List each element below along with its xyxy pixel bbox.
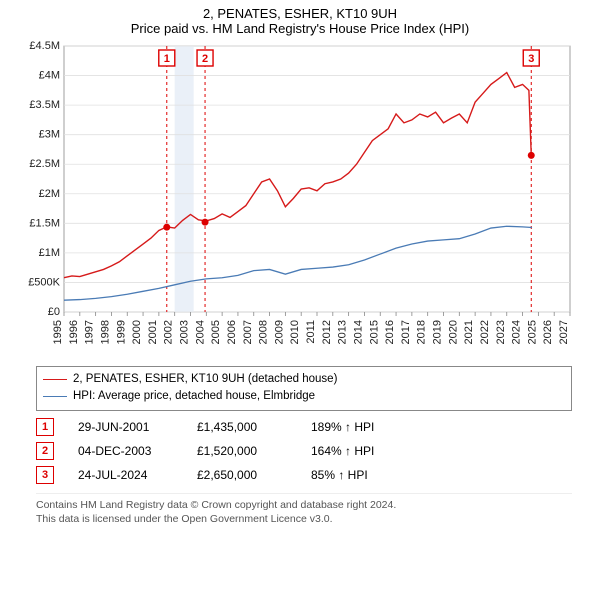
svg-text:1996: 1996 bbox=[68, 320, 80, 344]
transaction-marker: 1 bbox=[36, 418, 54, 436]
legend-swatch bbox=[43, 396, 67, 397]
svg-text:2015: 2015 bbox=[368, 320, 380, 344]
svg-text:2008: 2008 bbox=[258, 320, 270, 344]
svg-text:2022: 2022 bbox=[479, 320, 491, 344]
svg-text:2019: 2019 bbox=[432, 320, 444, 344]
transaction-row: 1 29-JUN-2001 £1,435,000 189% ↑ HPI bbox=[36, 415, 572, 439]
transaction-price: £2,650,000 bbox=[197, 468, 287, 482]
svg-text:2014: 2014 bbox=[352, 320, 364, 344]
svg-text:£2.5M: £2.5M bbox=[29, 158, 60, 170]
svg-text:2013: 2013 bbox=[337, 320, 349, 344]
svg-text:1997: 1997 bbox=[84, 320, 96, 344]
svg-text:£0: £0 bbox=[48, 306, 60, 318]
svg-text:£1M: £1M bbox=[39, 247, 60, 259]
svg-text:2026: 2026 bbox=[542, 320, 554, 344]
legend-item: HPI: Average price, detached house, Elmb… bbox=[43, 388, 565, 405]
transaction-row: 3 24-JUL-2024 £2,650,000 85% ↑ HPI bbox=[36, 463, 572, 487]
chart-title-desc: Price paid vs. HM Land Registry's House … bbox=[0, 21, 600, 40]
svg-text:1998: 1998 bbox=[99, 320, 111, 344]
footer-line1: Contains HM Land Registry data © Crown c… bbox=[36, 498, 572, 512]
svg-text:2003: 2003 bbox=[179, 320, 191, 344]
transaction-price: £1,520,000 bbox=[197, 444, 287, 458]
svg-text:2004: 2004 bbox=[194, 320, 206, 344]
svg-text:2024: 2024 bbox=[511, 320, 523, 344]
legend-item: 2, PENATES, ESHER, KT10 9UH (detached ho… bbox=[43, 371, 565, 388]
svg-text:2025: 2025 bbox=[526, 320, 538, 344]
svg-text:2010: 2010 bbox=[289, 320, 301, 344]
svg-text:2017: 2017 bbox=[400, 320, 412, 344]
transaction-hpi: 164% ↑ HPI bbox=[311, 444, 406, 458]
legend-swatch bbox=[43, 379, 67, 380]
transaction-marker: 3 bbox=[36, 466, 54, 484]
transaction-marker: 2 bbox=[36, 442, 54, 460]
legend-label: HPI: Average price, detached house, Elmb… bbox=[73, 388, 315, 405]
svg-text:£4.5M: £4.5M bbox=[29, 40, 60, 52]
svg-text:2002: 2002 bbox=[163, 320, 175, 344]
footer-line2: This data is licensed under the Open Gov… bbox=[36, 512, 572, 526]
svg-text:2005: 2005 bbox=[210, 320, 222, 344]
transaction-hpi: 189% ↑ HPI bbox=[311, 420, 406, 434]
svg-text:2027: 2027 bbox=[558, 320, 570, 344]
chart-title-address: 2, PENATES, ESHER, KT10 9UH bbox=[0, 0, 600, 21]
svg-text:2023: 2023 bbox=[495, 320, 507, 344]
transaction-date: 04-DEC-2003 bbox=[78, 444, 173, 458]
svg-text:£3.5M: £3.5M bbox=[29, 99, 60, 111]
svg-text:£3M: £3M bbox=[39, 129, 60, 141]
svg-text:2012: 2012 bbox=[321, 320, 333, 344]
transaction-row: 2 04-DEC-2003 £1,520,000 164% ↑ HPI bbox=[36, 439, 572, 463]
svg-text:2009: 2009 bbox=[273, 320, 285, 344]
chart-container: 2, PENATES, ESHER, KT10 9UH Price paid v… bbox=[0, 0, 600, 590]
svg-text:2016: 2016 bbox=[384, 320, 396, 344]
svg-text:2007: 2007 bbox=[242, 320, 254, 344]
svg-text:2018: 2018 bbox=[416, 320, 428, 344]
transaction-hpi: 85% ↑ HPI bbox=[311, 468, 406, 482]
svg-text:1995: 1995 bbox=[52, 320, 64, 344]
svg-text:2: 2 bbox=[202, 53, 208, 65]
svg-text:1: 1 bbox=[164, 53, 170, 65]
svg-text:2006: 2006 bbox=[226, 320, 238, 344]
legend-label: 2, PENATES, ESHER, KT10 9UH (detached ho… bbox=[73, 371, 337, 388]
svg-text:£500K: £500K bbox=[28, 276, 60, 288]
transaction-date: 24-JUL-2024 bbox=[78, 468, 173, 482]
svg-text:2020: 2020 bbox=[447, 320, 459, 344]
chart-plot: £0 £500K £1M £1.5M £2M £2.5M £3M £3.5M £4M £4.5M 1… bbox=[20, 40, 580, 360]
legend-box: 2, PENATES, ESHER, KT10 9UH (detached ho… bbox=[36, 366, 572, 411]
svg-text:2001: 2001 bbox=[147, 320, 159, 344]
svg-text:3: 3 bbox=[528, 53, 534, 65]
svg-text:1999: 1999 bbox=[115, 320, 127, 344]
svg-text:£2M: £2M bbox=[39, 188, 60, 200]
svg-text:£1.5M: £1.5M bbox=[29, 217, 60, 229]
transaction-date: 29-JUN-2001 bbox=[78, 420, 173, 434]
transaction-price: £1,435,000 bbox=[197, 420, 287, 434]
svg-text:2000: 2000 bbox=[131, 320, 143, 344]
svg-text:2011: 2011 bbox=[305, 320, 317, 344]
transaction-table: 1 29-JUN-2001 £1,435,000 189% ↑ HPI 2 04-DEC-… bbox=[36, 415, 572, 487]
attribution-footer: Contains HM Land Registry data © Crown c… bbox=[36, 493, 572, 526]
svg-text:2021: 2021 bbox=[463, 320, 475, 344]
svg-text:£4M: £4M bbox=[39, 70, 60, 82]
